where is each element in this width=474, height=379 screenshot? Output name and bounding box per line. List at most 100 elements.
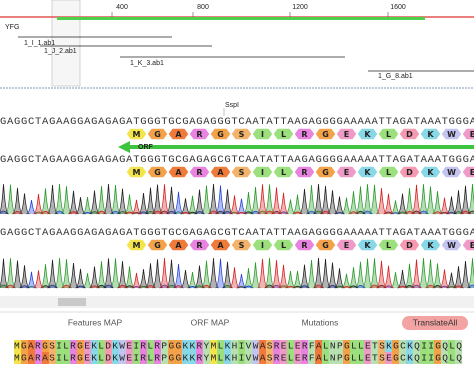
- amino-acid: A: [217, 241, 224, 250]
- residue-bg: [147, 340, 154, 352]
- trace-peaks: [20, 258, 474, 289]
- amino-acid-badge: [315, 166, 336, 178]
- residue-bg: [413, 352, 420, 364]
- scrollbar[interactable]: [0, 296, 474, 308]
- residue-bg: [133, 340, 140, 352]
- residue-bg: [448, 340, 455, 352]
- residue-bg: [273, 340, 280, 352]
- enzyme-site: SspI: [225, 102, 239, 109]
- residue-bg: [406, 340, 413, 352]
- amino-acid: G: [154, 130, 161, 139]
- residue-bg: [350, 340, 357, 352]
- read-label[interactable]: 1_J_2.ab1: [44, 48, 77, 55]
- residue-bg: [175, 340, 182, 352]
- ruler-label: 1200: [292, 4, 308, 11]
- button-label[interactable]: TranslateAll: [413, 317, 458, 327]
- residue-bg: [343, 340, 350, 352]
- residue-bg: [259, 340, 266, 352]
- amino-acid: R: [301, 241, 307, 250]
- amino-acid: E: [470, 130, 474, 139]
- amino-acid-badge: [294, 128, 315, 140]
- residue-bg: [70, 340, 77, 352]
- amino-acid: G: [154, 241, 161, 250]
- amino-acid-badge: [168, 166, 189, 178]
- residue-bg: [336, 352, 343, 364]
- amino-acid: E: [344, 241, 349, 250]
- protein-panel: MGARGSILRGEKLDKWEIRLRPGGKKRYMLKHIVWASREL…: [14, 340, 462, 364]
- read-label[interactable]: 1_G_8.ab1: [378, 73, 413, 80]
- residue-bg: [154, 352, 161, 364]
- residue-bg: [266, 340, 273, 352]
- orf-label: ORF: [138, 144, 154, 151]
- residue-bg: [175, 352, 182, 364]
- amino-acid-badge: [357, 166, 378, 178]
- amino-acid-badge: [420, 128, 441, 140]
- amino-acid: W: [447, 241, 456, 250]
- residue-bg: [140, 352, 147, 364]
- residue-bg: [182, 340, 189, 352]
- residue-bg: [259, 352, 266, 364]
- residue-bg: [126, 340, 133, 352]
- amino-acid: M: [133, 168, 141, 177]
- amino-acid: W: [447, 130, 456, 139]
- amino-acid: R: [196, 241, 202, 250]
- amino-acid: L: [281, 241, 286, 250]
- residue-bg: [238, 340, 245, 352]
- residue-bg: [441, 340, 448, 352]
- dna-sequence: GAGGCTAGAAGGAGAGAGATGGGTGCGAGAGCGTCAATAT…: [0, 154, 474, 166]
- amino-acid: K: [427, 168, 434, 177]
- amino-acid: E: [344, 130, 349, 139]
- amino-acid-badge: [168, 239, 189, 251]
- residue-bg: [42, 352, 49, 364]
- residue-bg: [203, 340, 210, 352]
- amino-acid: W: [447, 168, 456, 177]
- residue-bg: [105, 340, 112, 352]
- amino-acid-badge: [189, 128, 210, 140]
- residue-bg: [14, 340, 21, 352]
- amino-acid: R: [301, 168, 307, 177]
- amino-acid-badge: [420, 239, 441, 251]
- residue-bg: [35, 352, 42, 364]
- residue-bg: [336, 340, 343, 352]
- residue-bg: [119, 340, 126, 352]
- read-label[interactable]: 1_I_1.ab1: [24, 40, 55, 47]
- view-window[interactable]: [51, 0, 81, 87]
- translate-button[interactable]: [402, 316, 468, 330]
- residue-bg: [315, 340, 322, 352]
- amino-acid-badge: [462, 128, 474, 140]
- residue-bg: [217, 352, 224, 364]
- residue-bg: [301, 352, 308, 364]
- residue-bg: [420, 352, 427, 364]
- residue-bg: [420, 340, 427, 352]
- orf-bar: [126, 145, 474, 149]
- residue-bg: [392, 340, 399, 352]
- trace-peaks: [0, 258, 471, 289]
- residue-bg: [217, 340, 224, 352]
- read-label[interactable]: 1_K_3.ab1: [130, 60, 164, 67]
- residue-bg: [245, 352, 252, 364]
- amino-acid-badge: [147, 166, 168, 178]
- residue-bg: [84, 352, 91, 364]
- amino-acid: L: [386, 168, 391, 177]
- residue-bg: [105, 352, 112, 364]
- amino-acid: R: [301, 130, 307, 139]
- residue-bg: [455, 352, 462, 364]
- residue-bg: [322, 340, 329, 352]
- residue-bg: [280, 340, 287, 352]
- scroll-thumb[interactable]: [58, 298, 86, 306]
- residue-bg: [203, 352, 210, 364]
- amino-acid: K: [427, 241, 434, 250]
- tab[interactable]: Mutations: [302, 317, 339, 327]
- residue-bg: [350, 352, 357, 364]
- dna-sequence: GAGGCTAGAAGGAGAGAGATGGGTGCGAGAGCGTCAATAT…: [0, 227, 474, 239]
- tab[interactable]: Features MAP: [68, 317, 123, 327]
- residue-bg: [308, 340, 315, 352]
- amino-acid-badge: [441, 239, 462, 251]
- amino-acid-badge: [462, 166, 474, 178]
- tab[interactable]: ORF MAP: [191, 317, 230, 327]
- amino-acid-badge: [336, 166, 357, 178]
- feature-bar[interactable]: [57, 17, 425, 20]
- residue-bg: [266, 352, 273, 364]
- amino-acid: L: [281, 168, 286, 177]
- residue-bg: [252, 340, 259, 352]
